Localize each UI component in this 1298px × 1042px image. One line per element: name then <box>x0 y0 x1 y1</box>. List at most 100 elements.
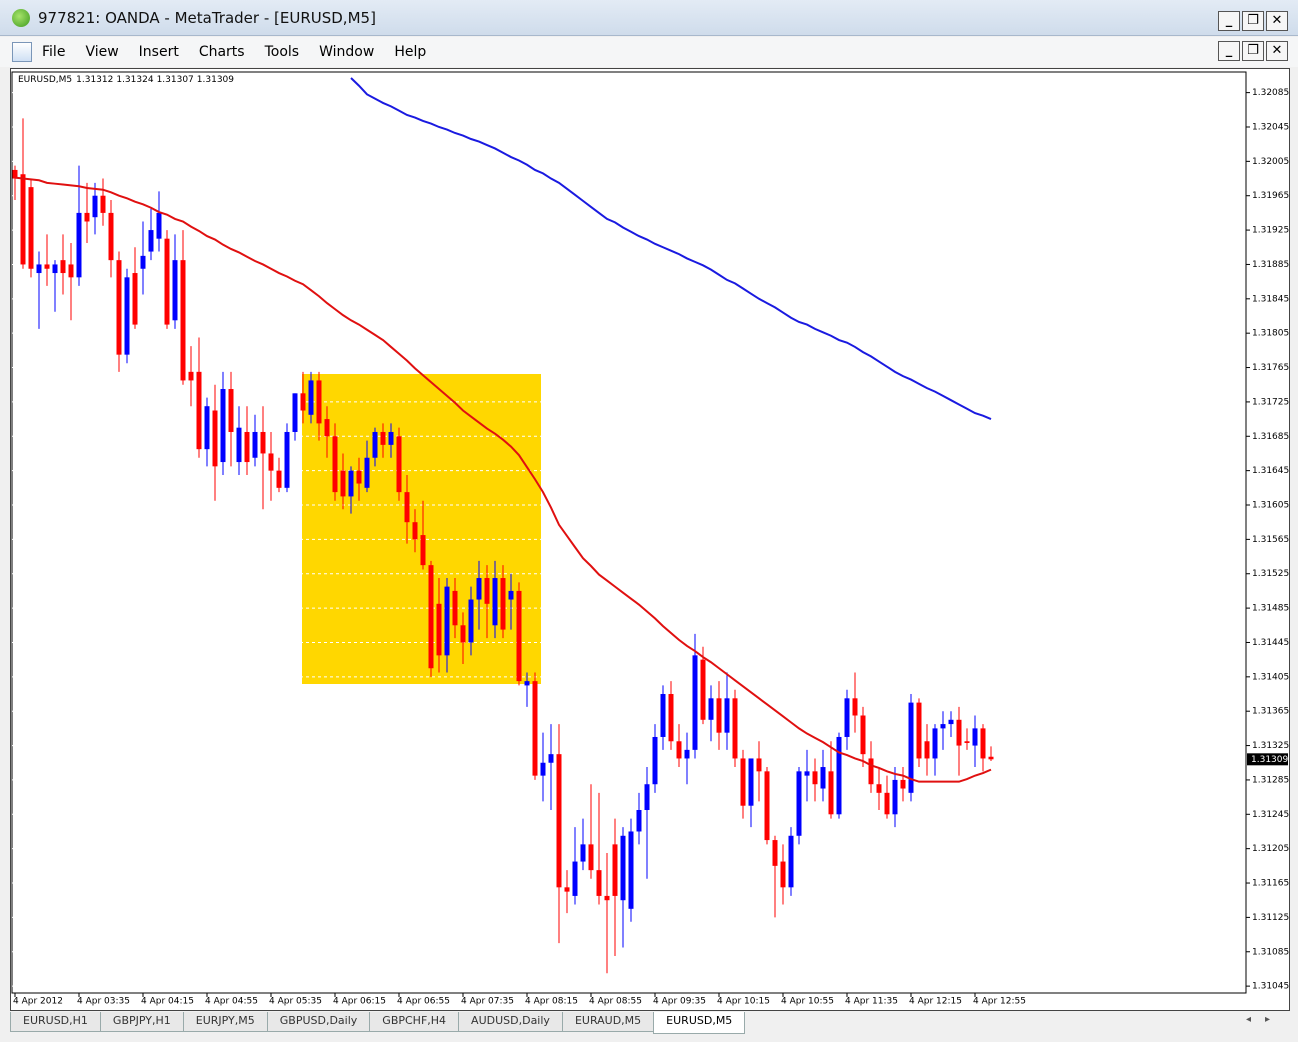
candle-body <box>332 436 338 493</box>
x-tick-label: 4 Apr 06:55 <box>397 997 450 1007</box>
y-tick-label: 1.31805 <box>1252 329 1289 339</box>
chart-tab[interactable]: GBPJPY,H1 <box>99 1012 184 1032</box>
candle-body <box>108 212 114 261</box>
y-tick-label: 1.32085 <box>1252 88 1289 98</box>
candle-body <box>252 431 258 458</box>
candle-body <box>60 260 66 274</box>
candle-body <box>28 187 34 269</box>
candle-body <box>676 741 682 759</box>
title-bar: 977821: OANDA - MetaTrader - [EURUSD,M5]… <box>0 0 1298 36</box>
candle-body <box>796 771 802 836</box>
candle-body <box>524 681 530 686</box>
tab-navigation[interactable]: ◂▸ <box>1245 1014 1284 1025</box>
candle-body <box>308 380 314 415</box>
candle-body <box>732 698 738 759</box>
chart-tab[interactable]: EURAUD,M5 <box>561 1012 655 1032</box>
candle-body <box>924 741 930 759</box>
menu-item[interactable]: Tools <box>264 44 300 60</box>
candle-body <box>724 698 730 733</box>
document-icon <box>12 42 32 62</box>
y-tick-label: 1.31485 <box>1252 604 1289 614</box>
candle-body <box>828 771 834 815</box>
candle-body <box>116 260 122 355</box>
restore-button[interactable]: ❐ <box>1242 11 1264 31</box>
candle-body <box>956 719 962 746</box>
candle-body <box>124 277 130 355</box>
candle-body <box>772 840 778 866</box>
y-tick-label: 1.32045 <box>1252 122 1289 132</box>
candle-body <box>452 590 458 626</box>
chart-tab[interactable]: AUDUSD,Daily <box>458 1012 563 1032</box>
candle-body <box>460 625 466 643</box>
candle-body <box>660 694 666 737</box>
y-tick-label: 1.31725 <box>1252 397 1289 407</box>
candle-body <box>388 431 394 445</box>
y-tick-label: 1.31325 <box>1252 741 1289 751</box>
menu-item[interactable]: Insert <box>138 44 179 60</box>
chart-tab[interactable]: EURUSD,M5 <box>653 1012 746 1034</box>
chart-tab[interactable]: EURUSD,H1 <box>10 1012 101 1032</box>
candle-body <box>508 590 514 600</box>
y-tick-label: 1.31525 <box>1252 569 1289 579</box>
menu-item[interactable]: Window <box>319 44 375 60</box>
candle-body <box>748 758 754 806</box>
y-tick-label: 1.31885 <box>1252 260 1289 270</box>
candle-body <box>556 754 562 888</box>
y-tick-label: 1.31365 <box>1252 707 1289 717</box>
child-restore-button[interactable]: ❐ <box>1242 41 1264 61</box>
candle-body <box>428 565 434 669</box>
candle-body <box>780 861 786 888</box>
minimize-button[interactable]: _ <box>1218 11 1240 31</box>
candle-body <box>900 779 906 789</box>
candle-body <box>684 749 690 759</box>
candle-body <box>220 389 226 463</box>
candle-body <box>292 393 298 432</box>
menu-item[interactable]: View <box>85 44 119 60</box>
y-tick-label: 1.31965 <box>1252 191 1289 201</box>
x-tick-label: 4 Apr 2012 <box>13 997 63 1007</box>
child-minimize-button[interactable]: _ <box>1218 41 1240 61</box>
y-tick-label: 1.31565 <box>1252 535 1289 545</box>
info-close: 1.31309 <box>197 75 234 85</box>
chart-tab[interactable]: GBPCHF,H4 <box>369 1012 460 1032</box>
candle-body <box>612 844 618 896</box>
candle-body <box>180 260 186 381</box>
info-open: 1.31312 <box>76 75 113 85</box>
candle-body <box>708 698 714 720</box>
candle-body <box>268 453 274 471</box>
child-close-button[interactable]: ✕ <box>1266 41 1288 61</box>
candle-body <box>12 169 18 179</box>
app-icon <box>12 9 30 27</box>
candle-body <box>876 784 882 793</box>
candle-body <box>140 255 146 269</box>
candle-body <box>788 835 794 888</box>
menu-bar: File View Insert Charts Tools Window Help _ ❐ … <box>0 37 1298 67</box>
menu-item[interactable]: Help <box>394 44 427 60</box>
y-tick-label: 1.31445 <box>1252 638 1289 648</box>
y-tick-label: 1.31605 <box>1252 501 1289 511</box>
chart-tab[interactable]: EURJPY,M5 <box>182 1012 268 1032</box>
x-tick-label: 4 Apr 11:35 <box>845 997 898 1007</box>
candle-body <box>916 702 922 759</box>
close-button[interactable]: ✕ <box>1266 11 1288 31</box>
highlight-zone <box>302 374 541 684</box>
candle-body <box>356 470 362 484</box>
candle-body <box>412 522 418 540</box>
candle-body <box>244 431 250 463</box>
candle-body <box>972 728 978 746</box>
candle-body <box>516 590 522 682</box>
chart-info: EURUSD,M5 1.31312 1.31324 1.31307 1.31309 <box>18 75 234 85</box>
menu-item[interactable]: Charts <box>198 44 245 60</box>
candle-body <box>740 758 746 806</box>
candle-body <box>636 810 642 832</box>
chart-tab[interactable]: GBPUSD,Daily <box>266 1012 371 1032</box>
candle-body <box>188 371 194 381</box>
info-low: 1.31307 <box>157 75 194 85</box>
candle-body <box>236 427 242 463</box>
x-tick-label: 4 Apr 07:35 <box>461 997 514 1007</box>
menu-item[interactable]: File <box>42 44 66 60</box>
candle-body <box>756 758 762 772</box>
moving-average <box>350 77 992 421</box>
